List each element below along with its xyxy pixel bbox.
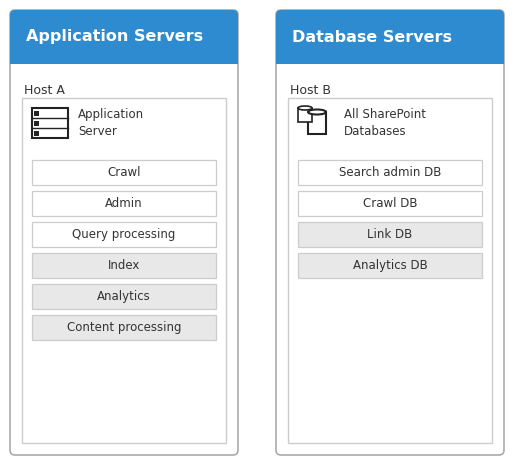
FancyBboxPatch shape — [32, 315, 216, 340]
Text: Query processing: Query processing — [72, 228, 176, 241]
Text: Database Servers: Database Servers — [292, 30, 452, 44]
Text: Content processing: Content processing — [67, 321, 181, 334]
FancyBboxPatch shape — [298, 191, 482, 216]
Text: Search admin DB: Search admin DB — [339, 166, 441, 179]
FancyBboxPatch shape — [10, 10, 238, 64]
Ellipse shape — [298, 106, 312, 110]
Text: Analytics: Analytics — [97, 290, 151, 303]
Bar — [34, 111, 39, 116]
Text: Analytics DB: Analytics DB — [353, 259, 427, 272]
FancyBboxPatch shape — [22, 98, 226, 443]
Text: Admin: Admin — [105, 197, 143, 210]
FancyBboxPatch shape — [276, 10, 504, 455]
Ellipse shape — [308, 110, 326, 114]
Text: Host A: Host A — [24, 83, 65, 96]
Text: Index: Index — [108, 259, 140, 272]
Text: Crawl DB: Crawl DB — [363, 197, 417, 210]
FancyBboxPatch shape — [298, 222, 482, 247]
Text: Link DB: Link DB — [368, 228, 413, 241]
FancyBboxPatch shape — [288, 98, 492, 443]
FancyBboxPatch shape — [32, 284, 216, 309]
FancyBboxPatch shape — [276, 10, 504, 64]
FancyBboxPatch shape — [32, 191, 216, 216]
Text: Crawl: Crawl — [107, 166, 141, 179]
FancyBboxPatch shape — [10, 37, 238, 64]
Text: Host B: Host B — [290, 83, 331, 96]
FancyBboxPatch shape — [298, 160, 482, 185]
Bar — [34, 121, 39, 126]
Text: All SharePoint
Databases: All SharePoint Databases — [344, 108, 426, 138]
Text: Application Servers: Application Servers — [26, 30, 203, 44]
FancyBboxPatch shape — [32, 253, 216, 278]
FancyBboxPatch shape — [308, 112, 326, 134]
FancyBboxPatch shape — [298, 108, 312, 122]
FancyBboxPatch shape — [32, 222, 216, 247]
FancyBboxPatch shape — [276, 37, 504, 64]
FancyBboxPatch shape — [10, 10, 238, 455]
FancyBboxPatch shape — [298, 253, 482, 278]
Bar — [34, 131, 39, 136]
Text: Application
Server: Application Server — [78, 108, 144, 138]
FancyBboxPatch shape — [32, 160, 216, 185]
FancyBboxPatch shape — [32, 108, 68, 138]
